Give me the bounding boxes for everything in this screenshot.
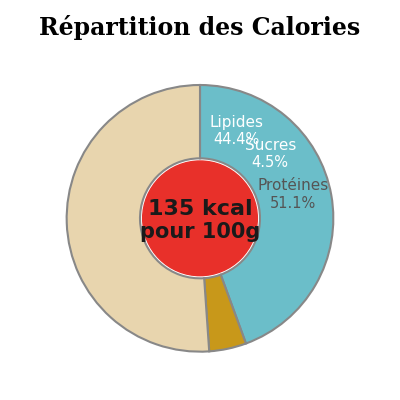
Text: 51.1%: 51.1% [270,196,316,210]
Title: Répartition des Calories: Répartition des Calories [39,15,361,40]
Text: Sucres: Sucres [245,138,296,153]
Text: Lipides: Lipides [210,115,264,130]
Circle shape [143,161,257,276]
Wedge shape [67,85,209,352]
Wedge shape [204,275,246,351]
Text: pour 100g: pour 100g [140,222,260,242]
Text: Protéines: Protéines [258,178,329,193]
Wedge shape [200,85,333,344]
Text: 44.4%: 44.4% [213,132,260,147]
Text: 4.5%: 4.5% [252,155,289,170]
Text: 135 kcal: 135 kcal [148,199,252,219]
